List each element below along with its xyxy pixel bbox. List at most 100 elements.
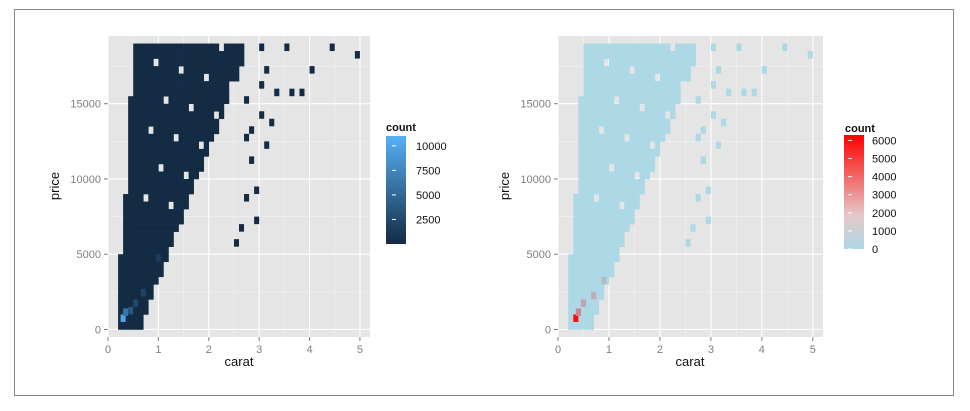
heatmap-bin — [123, 246, 129, 255]
heatmap-bin — [583, 133, 589, 142]
heatmap-bin — [619, 96, 625, 105]
heatmap-bin — [593, 81, 600, 89]
heatmap-bin — [158, 254, 164, 263]
heatmap-bin — [670, 73, 676, 82]
heatmap-bin — [208, 73, 215, 82]
heatmap-bin — [649, 43, 656, 52]
heatmap-bin — [726, 88, 732, 97]
heatmap-bin — [188, 141, 194, 150]
heatmap-bin — [158, 66, 164, 74]
heatmap-bin — [153, 178, 159, 187]
heatmap-bin — [168, 51, 174, 59]
heatmap-bin — [244, 133, 250, 142]
heatmap-bin — [685, 73, 691, 82]
y-tick-label: 0 — [95, 324, 101, 336]
heatmap-bin — [183, 186, 189, 195]
heatmap-bin — [193, 58, 199, 67]
heatmap-bin — [593, 209, 600, 217]
heatmap-bin — [128, 118, 134, 127]
heatmap-bin — [624, 126, 630, 135]
heatmap-bin — [715, 141, 722, 149]
x-tick-label: 0 — [555, 344, 561, 356]
heatmap-bin — [659, 96, 666, 105]
heatmap-bin — [624, 81, 630, 89]
heatmap-bin — [593, 216, 600, 225]
heatmap-bin — [644, 58, 651, 67]
heatmap-bin — [639, 148, 645, 157]
heatmap-bin — [138, 58, 144, 67]
heatmap-bin — [128, 254, 134, 263]
heatmap-bin — [639, 73, 645, 82]
heatmap-bin — [588, 133, 594, 142]
heatmap-bin — [624, 216, 630, 225]
heatmap-bin — [173, 96, 179, 105]
heatmap-bin — [133, 178, 139, 187]
heatmap-bin — [188, 51, 194, 59]
legend-label: 0 — [872, 244, 878, 256]
heatmap-bin — [178, 73, 184, 82]
heatmap-bin — [133, 224, 139, 232]
y-axis-title-left: price — [47, 172, 62, 200]
heatmap-bin — [608, 51, 615, 59]
heatmap-bin — [665, 81, 671, 89]
heatmap-bin — [649, 58, 656, 67]
heatmap-bin — [158, 261, 164, 270]
heatmap-bin — [148, 81, 154, 89]
heatmap-bin — [133, 276, 139, 285]
heatmap-bin — [148, 224, 154, 232]
heatmap-bin — [138, 133, 144, 142]
heatmap-bin — [148, 163, 154, 172]
heatmap-bin — [624, 96, 630, 105]
heatmap-bin — [188, 171, 194, 180]
heatmap-bin — [168, 231, 174, 240]
heatmap-bin — [153, 246, 159, 255]
heatmap-bin — [593, 148, 600, 157]
heatmap-bin — [128, 209, 134, 217]
y-tick-label: 15000 — [70, 99, 101, 111]
heatmap-bin — [598, 73, 605, 82]
heatmap-bin — [148, 43, 154, 52]
heatmap-bin — [223, 81, 230, 89]
heatmap-bin — [193, 51, 199, 59]
heatmap-bin — [138, 88, 144, 97]
heatmap-bin — [163, 239, 169, 247]
heatmap-bin — [568, 321, 574, 330]
heatmap-bin — [158, 171, 164, 180]
heatmap-bin — [354, 51, 360, 59]
heatmap-bin — [193, 73, 199, 82]
heatmap-bin — [158, 239, 164, 247]
heatmap-bin — [173, 111, 179, 120]
heatmap-bin — [675, 43, 681, 52]
heatmap-bin — [634, 194, 640, 202]
heatmap-bin — [163, 194, 169, 202]
heatmap-bin — [578, 111, 584, 120]
heatmap-bin — [198, 88, 205, 97]
heatmap-bin — [614, 186, 620, 195]
heatmap-bin — [624, 43, 630, 52]
heatmap-bin — [143, 163, 149, 172]
x-ticks-right: 0 1 2 3 4 5 — [555, 337, 816, 356]
heatmap-bin — [198, 58, 205, 67]
heatmap-bin — [128, 321, 134, 330]
heatmap-bin — [583, 224, 589, 232]
heatmap-bin — [178, 126, 184, 135]
heatmap-bin — [588, 141, 594, 150]
heatmap-bin — [128, 284, 134, 293]
heatmap-bin — [614, 178, 620, 187]
heatmap-bin — [128, 148, 134, 157]
heatmap-bin — [168, 118, 174, 127]
heatmap-bin — [193, 88, 199, 97]
heatmap-bin — [128, 133, 134, 142]
heatmap-bin — [598, 148, 605, 157]
heatmap-bin — [761, 66, 767, 74]
heatmap-bin — [588, 171, 594, 180]
heatmap-bin — [188, 96, 194, 105]
heatmap-bin — [593, 224, 600, 232]
heatmap-bin — [128, 96, 134, 105]
heatmap-bin — [598, 254, 605, 263]
heatmap-bin — [208, 96, 215, 105]
heatmap-bin — [603, 261, 610, 270]
heatmap-bin — [158, 224, 164, 232]
heatmap-bin — [158, 246, 164, 255]
heatmap-bin — [629, 163, 635, 172]
